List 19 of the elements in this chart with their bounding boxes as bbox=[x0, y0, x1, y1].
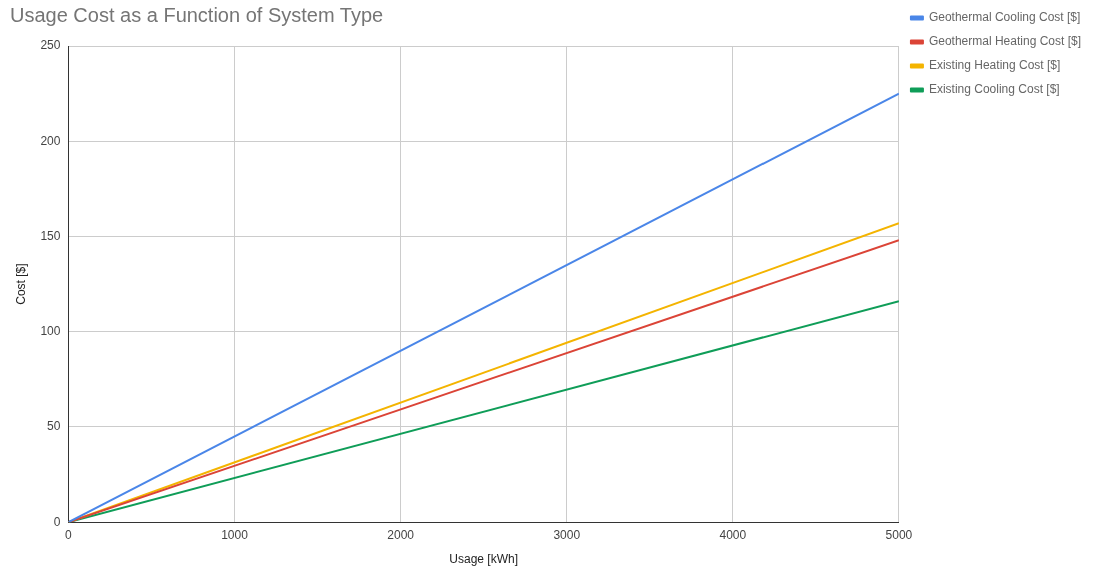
y-tick-label: 200 bbox=[40, 133, 61, 148]
y-axis-title: Cost [$] bbox=[13, 263, 28, 305]
y-tick-label: 150 bbox=[40, 228, 61, 243]
x-axis-title: Usage [kWh] bbox=[449, 552, 519, 567]
legend-label: Geothermal Cooling Cost [$] bbox=[928, 10, 1081, 25]
x-tick-label: 1000 bbox=[221, 527, 249, 542]
y-tick-label: 50 bbox=[47, 419, 61, 434]
legend-label: Geothermal Heating Cost [$] bbox=[928, 34, 1081, 49]
legend-label: Existing Heating Cost [$] bbox=[928, 58, 1061, 73]
x-tick-label: 5000 bbox=[885, 527, 913, 542]
x-tick-label: 2000 bbox=[387, 527, 415, 542]
y-tick-label: 100 bbox=[40, 324, 61, 339]
x-tick-label: 4000 bbox=[719, 527, 747, 542]
legend-label: Existing Cooling Cost [$] bbox=[928, 82, 1060, 97]
y-tick-label: 250 bbox=[40, 38, 61, 53]
x-tick-label: 3000 bbox=[553, 527, 581, 542]
y-tick-label: 0 bbox=[53, 514, 61, 529]
chart-title: Usage Cost as a Function of System Type bbox=[10, 3, 384, 26]
x-tick-label: 0 bbox=[65, 527, 73, 542]
